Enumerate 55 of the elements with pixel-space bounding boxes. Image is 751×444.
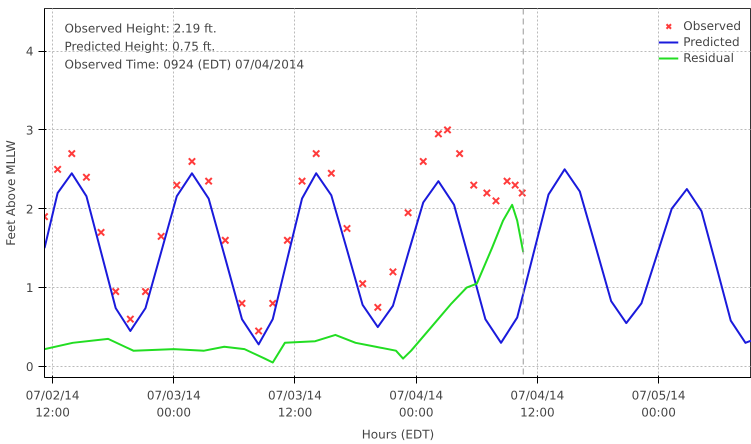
point (388, 268, 398, 276)
point (510, 180, 520, 190)
point (404, 208, 412, 217)
line-series (44, 168, 751, 346)
point (492, 196, 500, 206)
x-axis-title: Hours (EDT) (362, 427, 434, 442)
y-tick-label: 1 (26, 281, 34, 296)
point (156, 232, 166, 241)
point (82, 173, 91, 182)
point (172, 180, 181, 190)
annotation: Predicted Height: 0.75 ft. (64, 40, 216, 54)
x-tick-label: 07/03/14 00:00 (146, 388, 201, 420)
point (342, 224, 352, 233)
point (518, 188, 526, 198)
y-tick-label: 0 (26, 360, 34, 374)
x-tick-label: 07/02/14 12:00 (26, 388, 80, 420)
point (283, 236, 292, 244)
point (312, 149, 320, 158)
point (327, 169, 336, 178)
point (221, 236, 230, 244)
point (68, 149, 76, 158)
point (141, 287, 150, 296)
point (470, 180, 478, 190)
point (188, 157, 196, 166)
point (268, 299, 277, 308)
line-series (44, 204, 524, 364)
point (298, 176, 306, 186)
point (419, 157, 428, 166)
x-tick-label: 07/05/14 00:00 (632, 388, 686, 420)
point (443, 126, 452, 134)
point (482, 188, 492, 198)
y-axis-title: Feet Above MLLW (4, 140, 18, 246)
legend-label: Residual (683, 50, 734, 66)
y-tick-label: 2 (26, 202, 34, 216)
annotation: Observed Time: 0924 (EDT) 07/04/2014 (64, 58, 304, 72)
point (502, 176, 512, 186)
point (434, 130, 443, 138)
point (112, 287, 120, 296)
point (254, 326, 263, 336)
point (358, 279, 367, 288)
point (374, 303, 382, 312)
point (204, 176, 213, 186)
point (53, 165, 62, 174)
point (238, 299, 246, 308)
x-tick-label: 07/04/14 00:00 (389, 388, 444, 420)
annotation: Observed Height: 2.19 ft. (64, 22, 217, 36)
y-tick-label: 4 (26, 44, 34, 59)
x-tick-label: 07/04/14 12:00 (510, 388, 564, 420)
point (96, 228, 106, 237)
point (455, 149, 464, 158)
point (126, 314, 135, 324)
x-tick-label: 07/03/14 12:00 (268, 388, 322, 420)
y-tick-label: 3 (26, 123, 34, 138)
legend-label: Predicted (683, 34, 740, 50)
legend-label: Observed (683, 18, 741, 34)
